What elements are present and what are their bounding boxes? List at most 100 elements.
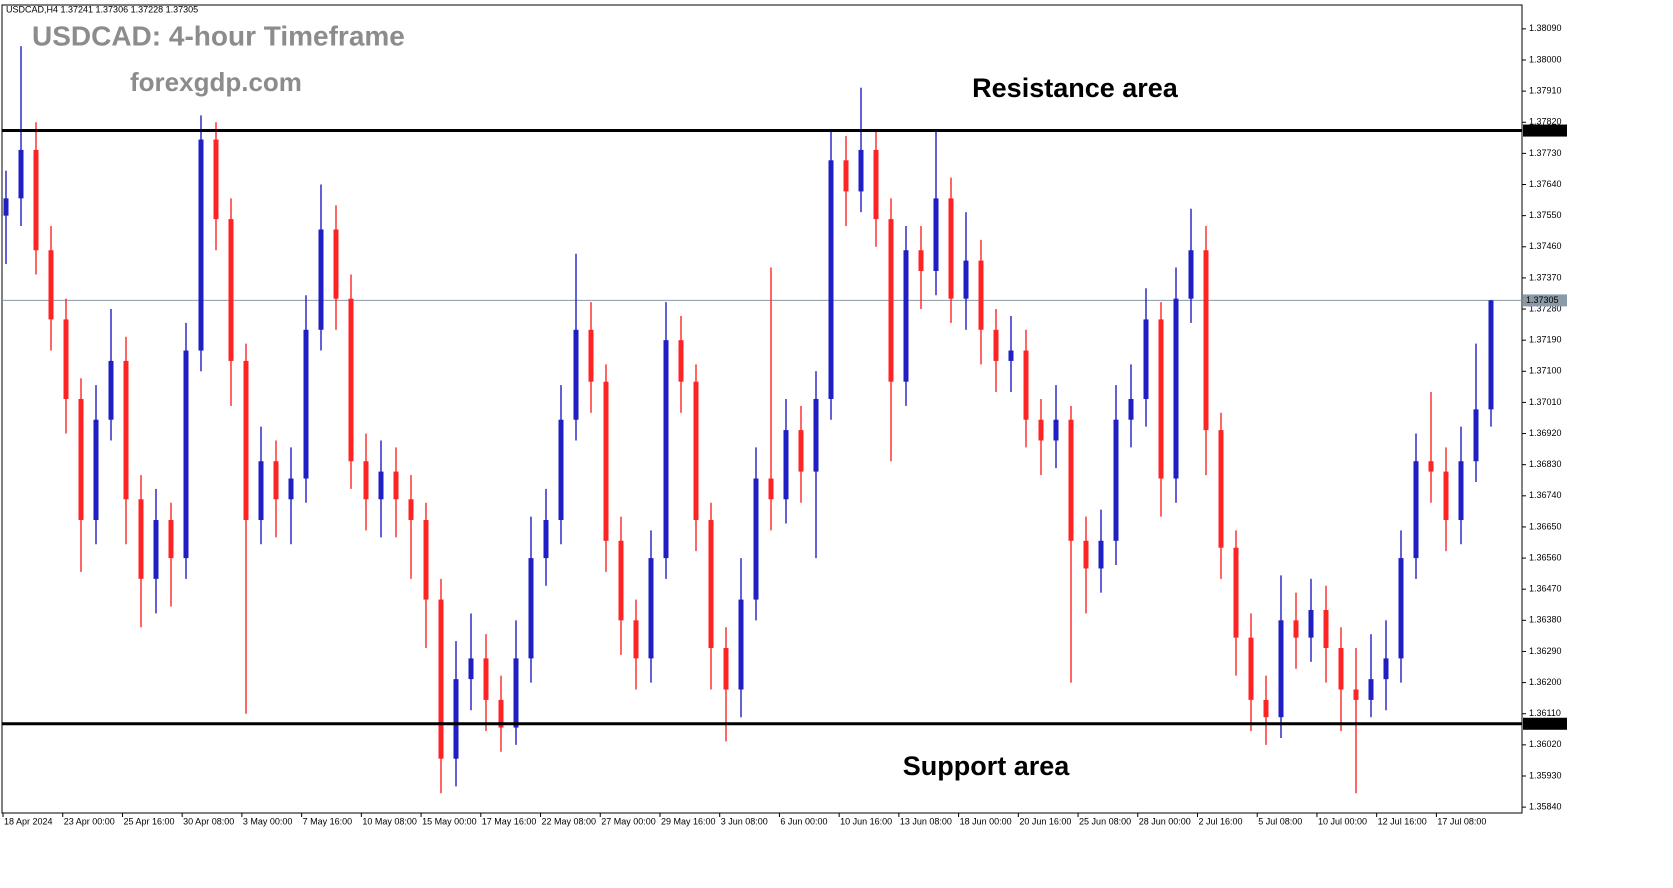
chart-header: USDCAD,H4 1.37241 1.37306 1.37228 1.3730… — [6, 4, 198, 14]
candle-body — [393, 471, 399, 500]
candle-body — [648, 558, 654, 659]
y-tick-label: 1.36560 — [1529, 552, 1562, 562]
candle-body — [228, 219, 234, 361]
candle-body — [1203, 250, 1209, 431]
y-tick-label: 1.36920 — [1529, 428, 1562, 438]
candle-body — [1413, 461, 1419, 559]
candle-body — [168, 520, 174, 559]
candle-body — [363, 461, 369, 500]
y-tick-label: 1.35930 — [1529, 770, 1562, 780]
candle-body — [693, 381, 699, 521]
candle-body — [663, 340, 669, 559]
x-tick-label: 10 May 08:00 — [362, 816, 417, 826]
x-tick-label: 10 Jul 00:00 — [1318, 816, 1367, 826]
candle-body — [543, 520, 549, 559]
x-tick-label: 25 Jun 08:00 — [1079, 816, 1131, 826]
candle-body — [273, 461, 279, 500]
x-tick-label: 25 Apr 16:00 — [123, 816, 174, 826]
plot-frame — [1, 4, 1523, 814]
y-tick-label: 1.36110 — [1529, 708, 1561, 718]
candle-body — [258, 461, 264, 521]
y-tick-label: 1.37640 — [1529, 179, 1562, 189]
candle-body — [1188, 250, 1194, 299]
price-label: 1.37305 — [1526, 295, 1559, 305]
x-tick-label: 20 Jun 16:00 — [1019, 816, 1071, 826]
y-tick-label: 1.36200 — [1529, 677, 1562, 687]
candle-body — [468, 658, 474, 680]
candle-body — [558, 419, 564, 521]
candle-body — [183, 350, 189, 559]
candle-body — [1488, 300, 1494, 410]
candle-body — [723, 648, 729, 690]
candle-body — [813, 398, 819, 472]
x-tick-label: 18 Jun 00:00 — [960, 816, 1012, 826]
candle-body — [678, 340, 684, 382]
candle-body — [198, 139, 204, 351]
y-tick-label: 1.36740 — [1529, 490, 1562, 500]
candle-body — [1098, 540, 1104, 569]
candle-body — [63, 319, 69, 399]
y-tick-label: 1.37820 — [1529, 117, 1562, 127]
x-tick-label: 22 May 08:00 — [542, 816, 597, 826]
y-tick-label: 1.36020 — [1529, 739, 1562, 749]
candle-body — [1233, 547, 1239, 638]
candle-body — [738, 599, 744, 690]
candle-body — [708, 520, 714, 649]
y-tick-label: 1.37010 — [1529, 397, 1562, 407]
x-tick-label: 13 Jun 08:00 — [900, 816, 952, 826]
y-tick-label: 1.36380 — [1529, 615, 1562, 625]
candle-body — [78, 398, 84, 521]
y-tick-label: 1.35840 — [1529, 801, 1562, 811]
level-label: 1.37796 — [1526, 125, 1559, 135]
candle-body — [1008, 350, 1014, 361]
y-tick-label: 1.38090 — [1529, 23, 1562, 33]
price-label-box — [1523, 294, 1567, 307]
candle-body — [1353, 689, 1359, 700]
candle-body — [588, 329, 594, 382]
candle-body — [963, 260, 969, 299]
candle-body — [153, 520, 159, 579]
chart-title: USDCAD: 4-hour Timeframe — [32, 20, 405, 51]
y-tick-label: 1.37280 — [1529, 303, 1562, 313]
candle-body — [408, 499, 414, 521]
candle-body — [1113, 419, 1119, 541]
candle-body — [1083, 540, 1089, 569]
y-tick-label: 1.37730 — [1529, 148, 1562, 158]
x-tick-label: 3 Jun 08:00 — [721, 816, 768, 826]
candle-body — [3, 198, 9, 216]
candle-body — [768, 478, 774, 500]
candle-body — [1053, 419, 1059, 441]
candle-body — [423, 520, 429, 600]
x-tick-label: 18 Apr 2024 — [4, 816, 53, 826]
candle-body — [108, 360, 114, 420]
chart-subtitle: forexgdp.com — [130, 67, 302, 97]
y-tick-label: 1.36830 — [1529, 459, 1562, 469]
candle-body — [798, 430, 804, 472]
x-tick-label: 12 Jul 16:00 — [1378, 816, 1427, 826]
candle-body — [873, 149, 879, 220]
x-tick-label: 27 May 00:00 — [601, 816, 656, 826]
candle-body — [483, 658, 489, 700]
candle-body — [1428, 461, 1434, 472]
x-tick-label: 30 Apr 08:00 — [183, 816, 234, 826]
candle-body — [603, 381, 609, 541]
candle-body — [213, 139, 219, 220]
level-label-box — [1523, 717, 1567, 730]
candle-body — [453, 679, 459, 759]
y-tick-label: 1.36290 — [1529, 646, 1562, 656]
candle-body — [753, 478, 759, 600]
x-tick-label: 28 Jun 00:00 — [1139, 816, 1191, 826]
candle-body — [1278, 620, 1284, 718]
candle-body — [48, 250, 54, 320]
candle-body — [1338, 648, 1344, 690]
level-label-box — [1523, 124, 1567, 137]
candle-body — [858, 149, 864, 192]
candle-body — [303, 329, 309, 479]
x-tick-label: 5 Jul 08:00 — [1258, 816, 1302, 826]
candle-body — [318, 229, 324, 330]
candle-body — [348, 298, 354, 462]
candle-body — [918, 250, 924, 271]
y-tick-label: 1.37370 — [1529, 272, 1562, 282]
